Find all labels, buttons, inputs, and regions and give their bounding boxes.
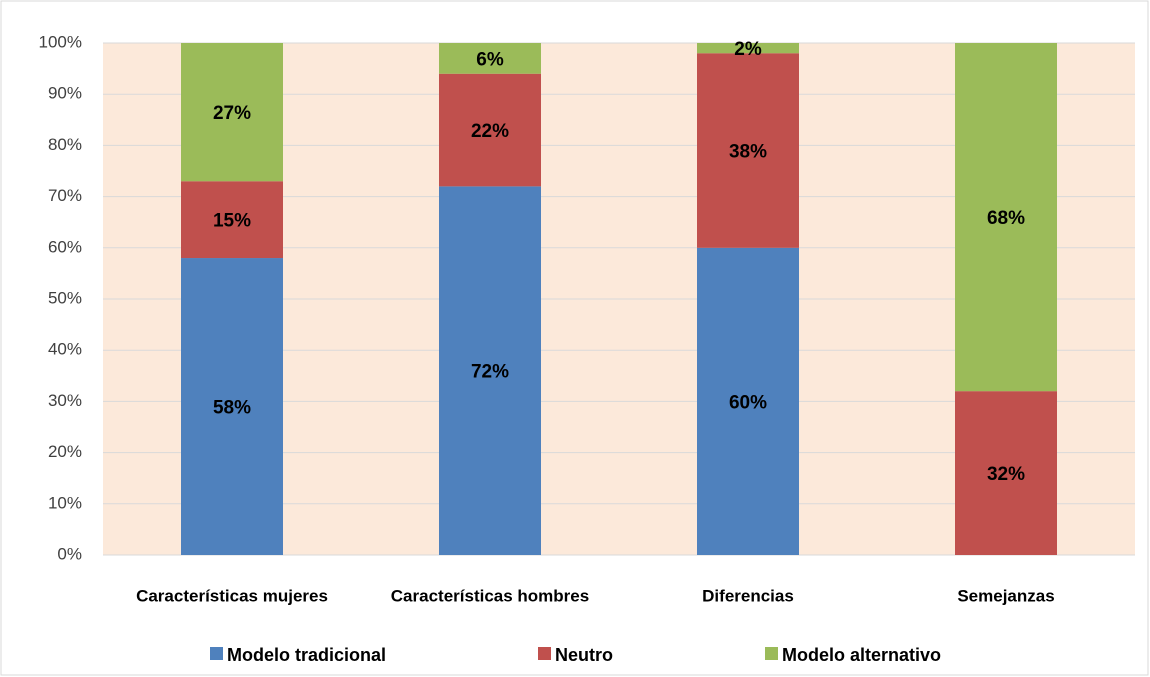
bar-segment bbox=[439, 43, 541, 74]
bar-segment bbox=[439, 73, 541, 187]
y-tick-label: 30% bbox=[48, 391, 82, 410]
x-tick-label: Diferencias bbox=[702, 586, 794, 605]
bar-segment bbox=[181, 43, 283, 182]
y-tick-label: 70% bbox=[48, 186, 82, 205]
y-tick-label: 100% bbox=[39, 32, 82, 51]
data-label: 2% bbox=[734, 39, 762, 60]
x-tick-label: Semejanzas bbox=[957, 586, 1054, 605]
x-tick-label: Características mujeres bbox=[136, 586, 328, 605]
y-tick-label: 40% bbox=[48, 340, 82, 359]
bar-segment bbox=[697, 53, 799, 248]
x-tick-label: Características hombres bbox=[391, 586, 589, 605]
bar-segment bbox=[697, 247, 799, 556]
y-tick-label: 0% bbox=[57, 544, 82, 563]
data-label: 6% bbox=[476, 49, 504, 70]
y-tick-label: 80% bbox=[48, 135, 82, 154]
y-tick-label: 90% bbox=[48, 84, 82, 103]
data-label: 27% bbox=[213, 103, 251, 124]
y-tick-label: 10% bbox=[48, 493, 82, 512]
data-label: 58% bbox=[213, 398, 251, 419]
bar-segment bbox=[955, 391, 1057, 555]
y-tick-label: 50% bbox=[48, 288, 82, 307]
data-label: 22% bbox=[471, 121, 509, 142]
data-label: 32% bbox=[987, 464, 1025, 485]
data-label: 60% bbox=[729, 392, 767, 413]
data-label: 72% bbox=[471, 362, 509, 383]
data-label: 68% bbox=[987, 208, 1025, 229]
y-tick-label: 20% bbox=[48, 442, 82, 461]
data-label: 15% bbox=[213, 211, 251, 232]
legend-label: Modelo alternativo bbox=[782, 645, 941, 665]
legend-label: Modelo tradicional bbox=[227, 645, 386, 665]
legend-swatch bbox=[210, 647, 223, 660]
bar-segment bbox=[181, 181, 283, 259]
y-tick-label: 60% bbox=[48, 237, 82, 256]
bar-segment bbox=[439, 186, 541, 556]
bar-segment bbox=[181, 258, 283, 555]
legend-label: Neutro bbox=[555, 645, 613, 665]
bar-segment bbox=[697, 43, 799, 54]
legend-swatch bbox=[765, 647, 778, 660]
data-label: 38% bbox=[729, 142, 767, 163]
legend-swatch bbox=[538, 647, 551, 660]
bar-segment bbox=[955, 43, 1057, 392]
